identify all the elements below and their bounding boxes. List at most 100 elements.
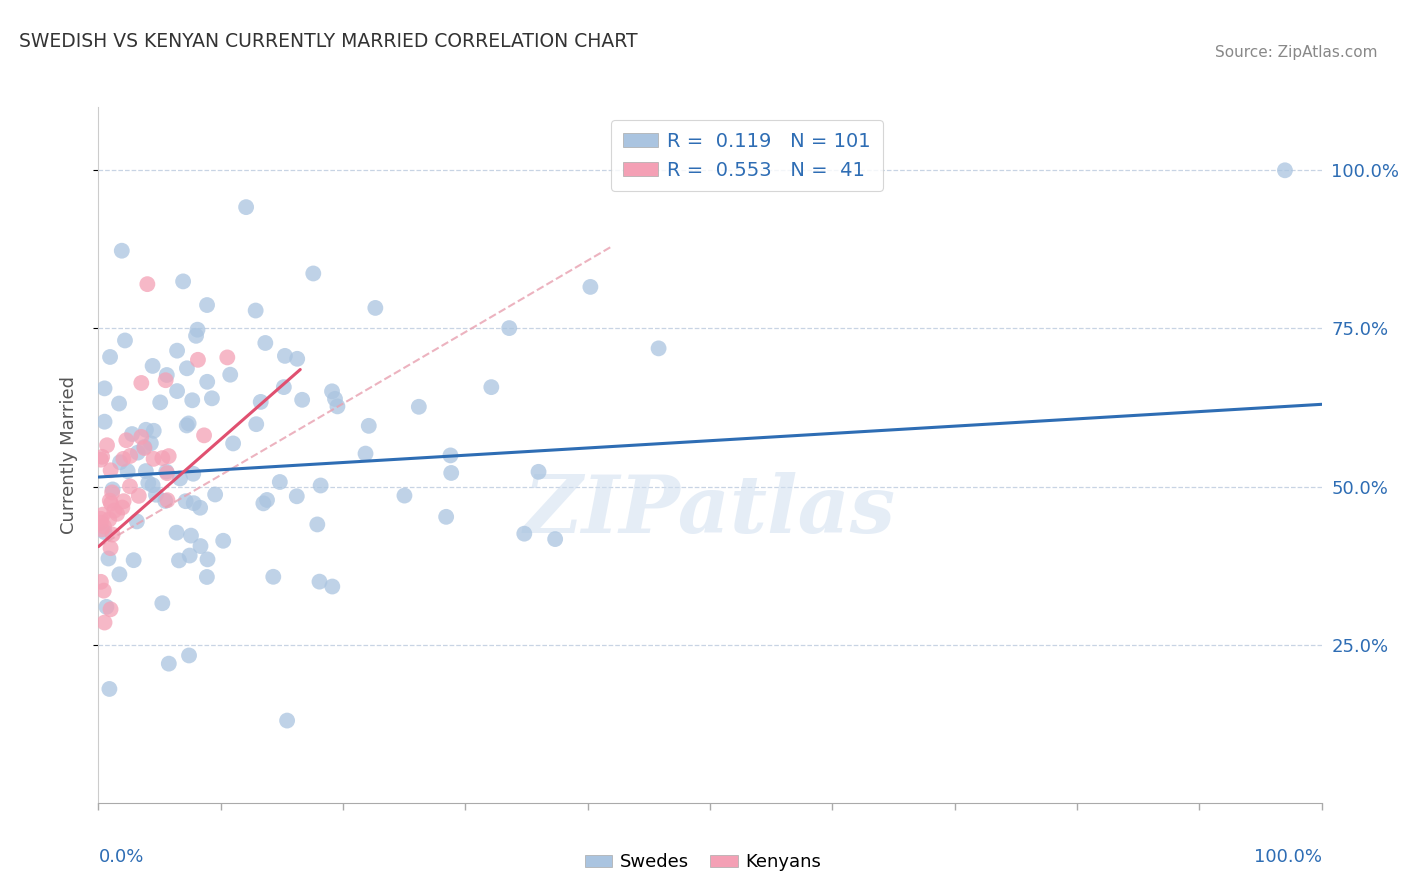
Point (93, 415, 115, 429)
Point (285, 489, 308, 503)
Point (155, 465, 177, 479)
Point (96, 438, 118, 452)
Point (394, 489, 416, 503)
Point (108, 396, 131, 410)
Point (139, 436, 162, 450)
Point (149, 395, 172, 409)
Point (93, 524, 115, 539)
Point (91, 508, 114, 522)
Point (222, 436, 245, 450)
Point (544, 532, 567, 546)
Point (166, 343, 188, 358)
Point (93, 615, 115, 630)
Point (100, 497, 122, 511)
Point (97, 551, 120, 566)
Point (1274, 163, 1296, 178)
Point (498, 321, 520, 335)
Point (219, 368, 242, 382)
Point (142, 359, 165, 373)
Point (169, 471, 191, 485)
Point (108, 455, 131, 469)
Point (122, 553, 145, 567)
Point (105, 507, 128, 521)
Point (98, 512, 121, 526)
Point (308, 574, 330, 589)
Text: Source: ZipAtlas.com: Source: ZipAtlas.com (1215, 45, 1378, 60)
Point (166, 525, 188, 540)
Point (131, 376, 153, 390)
Point (91, 450, 114, 464)
Point (273, 380, 295, 394)
Point (309, 478, 332, 492)
Point (184, 328, 207, 343)
Point (252, 496, 274, 510)
Point (197, 552, 219, 566)
Point (117, 464, 139, 478)
Point (249, 395, 271, 409)
Text: SWEDISH VS KENYAN CURRENTLY MARRIED CORRELATION CHART: SWEDISH VS KENYAN CURRENTLY MARRIED CORR… (18, 32, 637, 52)
Point (245, 417, 267, 432)
Point (254, 335, 277, 350)
Point (128, 489, 150, 503)
Point (204, 487, 226, 501)
Point (172, 274, 194, 288)
Point (439, 449, 461, 463)
Point (100, 541, 122, 556)
Point (187, 352, 209, 367)
Point (326, 400, 349, 414)
Point (111, 244, 134, 258)
Point (115, 434, 138, 448)
Point (121, 427, 143, 442)
Point (190, 539, 212, 553)
Point (179, 549, 201, 563)
Point (440, 466, 463, 480)
Point (103, 503, 125, 517)
Point (177, 417, 200, 431)
Point (181, 467, 204, 481)
Point (111, 500, 134, 515)
Point (321, 580, 343, 594)
Point (136, 475, 159, 490)
Point (364, 301, 387, 315)
Point (100, 463, 122, 477)
Point (101, 483, 124, 497)
Point (321, 384, 343, 399)
Point (120, 449, 142, 463)
Point (527, 465, 550, 479)
Text: 100.0%: 100.0% (1254, 848, 1322, 866)
Point (112, 494, 135, 508)
Point (181, 393, 204, 408)
Legend: Swedes, Kenyans: Swedes, Kenyans (578, 847, 828, 879)
Point (90, 452, 112, 467)
Point (183, 496, 205, 510)
Point (98, 681, 121, 696)
Point (155, 494, 177, 508)
Point (118, 479, 141, 493)
Point (125, 515, 148, 529)
Point (90, 516, 112, 530)
Point (157, 657, 180, 671)
Point (177, 648, 200, 663)
Point (90, 574, 112, 589)
Point (274, 349, 297, 363)
Point (145, 488, 167, 502)
Point (96, 599, 118, 614)
Point (262, 570, 284, 584)
Point (98, 493, 121, 508)
Point (201, 392, 224, 406)
Point (307, 517, 329, 532)
Point (285, 351, 308, 366)
Text: ZIPatlas: ZIPatlas (524, 472, 896, 549)
Point (180, 528, 202, 542)
Point (90, 512, 112, 526)
Point (93, 583, 115, 598)
Point (166, 384, 188, 398)
Point (256, 492, 278, 507)
Point (188, 500, 211, 515)
Point (108, 567, 131, 582)
Point (186, 323, 208, 337)
Point (98, 350, 121, 364)
Point (479, 380, 502, 394)
Point (150, 451, 173, 466)
Point (129, 430, 152, 444)
